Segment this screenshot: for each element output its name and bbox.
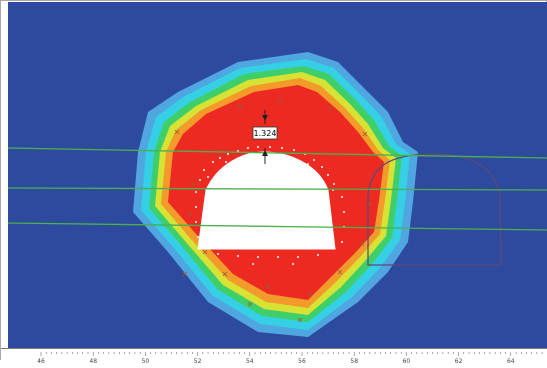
ruler-tick-label: 62 (455, 358, 463, 364)
ruler-tick-label: 64 (507, 358, 515, 364)
yield-markers-group (174, 98, 373, 323)
ruler-tick-label: 50 (142, 358, 150, 364)
ruler-tick-label: 46 (37, 358, 45, 364)
contour-plot-view[interactable]: 1.324 (8, 2, 547, 348)
ruler-tick-label: 54 (246, 358, 254, 364)
joint-line-upper[interactable] (8, 147, 547, 159)
ruler-tick-label: 58 (350, 358, 358, 364)
measurement-tool[interactable]: 1.324 (252, 110, 278, 164)
ruler-tick-label: 56 (298, 358, 306, 364)
measurement-label-box (252, 126, 278, 140)
future-stage-tunnel-outline[interactable] (367, 153, 502, 266)
measurement-arrow-top-icon (262, 115, 268, 121)
joint-line-lower[interactable] (8, 222, 547, 231)
x-axis-ruler: 46 48 50 52 54 56 58 60 62 64 (1, 348, 547, 365)
contour-plot-canvas: 1.324 (8, 2, 547, 348)
measurement-arrow-bottom-icon (262, 150, 268, 156)
tension-markers-group (194, 145, 346, 266)
joint-lines-group (8, 147, 547, 231)
x-axis-ruler-canvas: 46 48 50 52 54 56 58 60 62 64 (37, 352, 543, 365)
ruler-tick-label: 60 (403, 358, 411, 364)
ruler-labels: 46 48 50 52 54 56 58 60 62 64 (37, 358, 515, 365)
ruler-tick-label: 52 (194, 358, 202, 364)
measurement-label: 1.324 (254, 129, 277, 138)
joint-line-middle[interactable] (8, 187, 547, 191)
ruler-tick-label: 48 (89, 358, 97, 364)
ruler-ticks (40, 352, 543, 356)
